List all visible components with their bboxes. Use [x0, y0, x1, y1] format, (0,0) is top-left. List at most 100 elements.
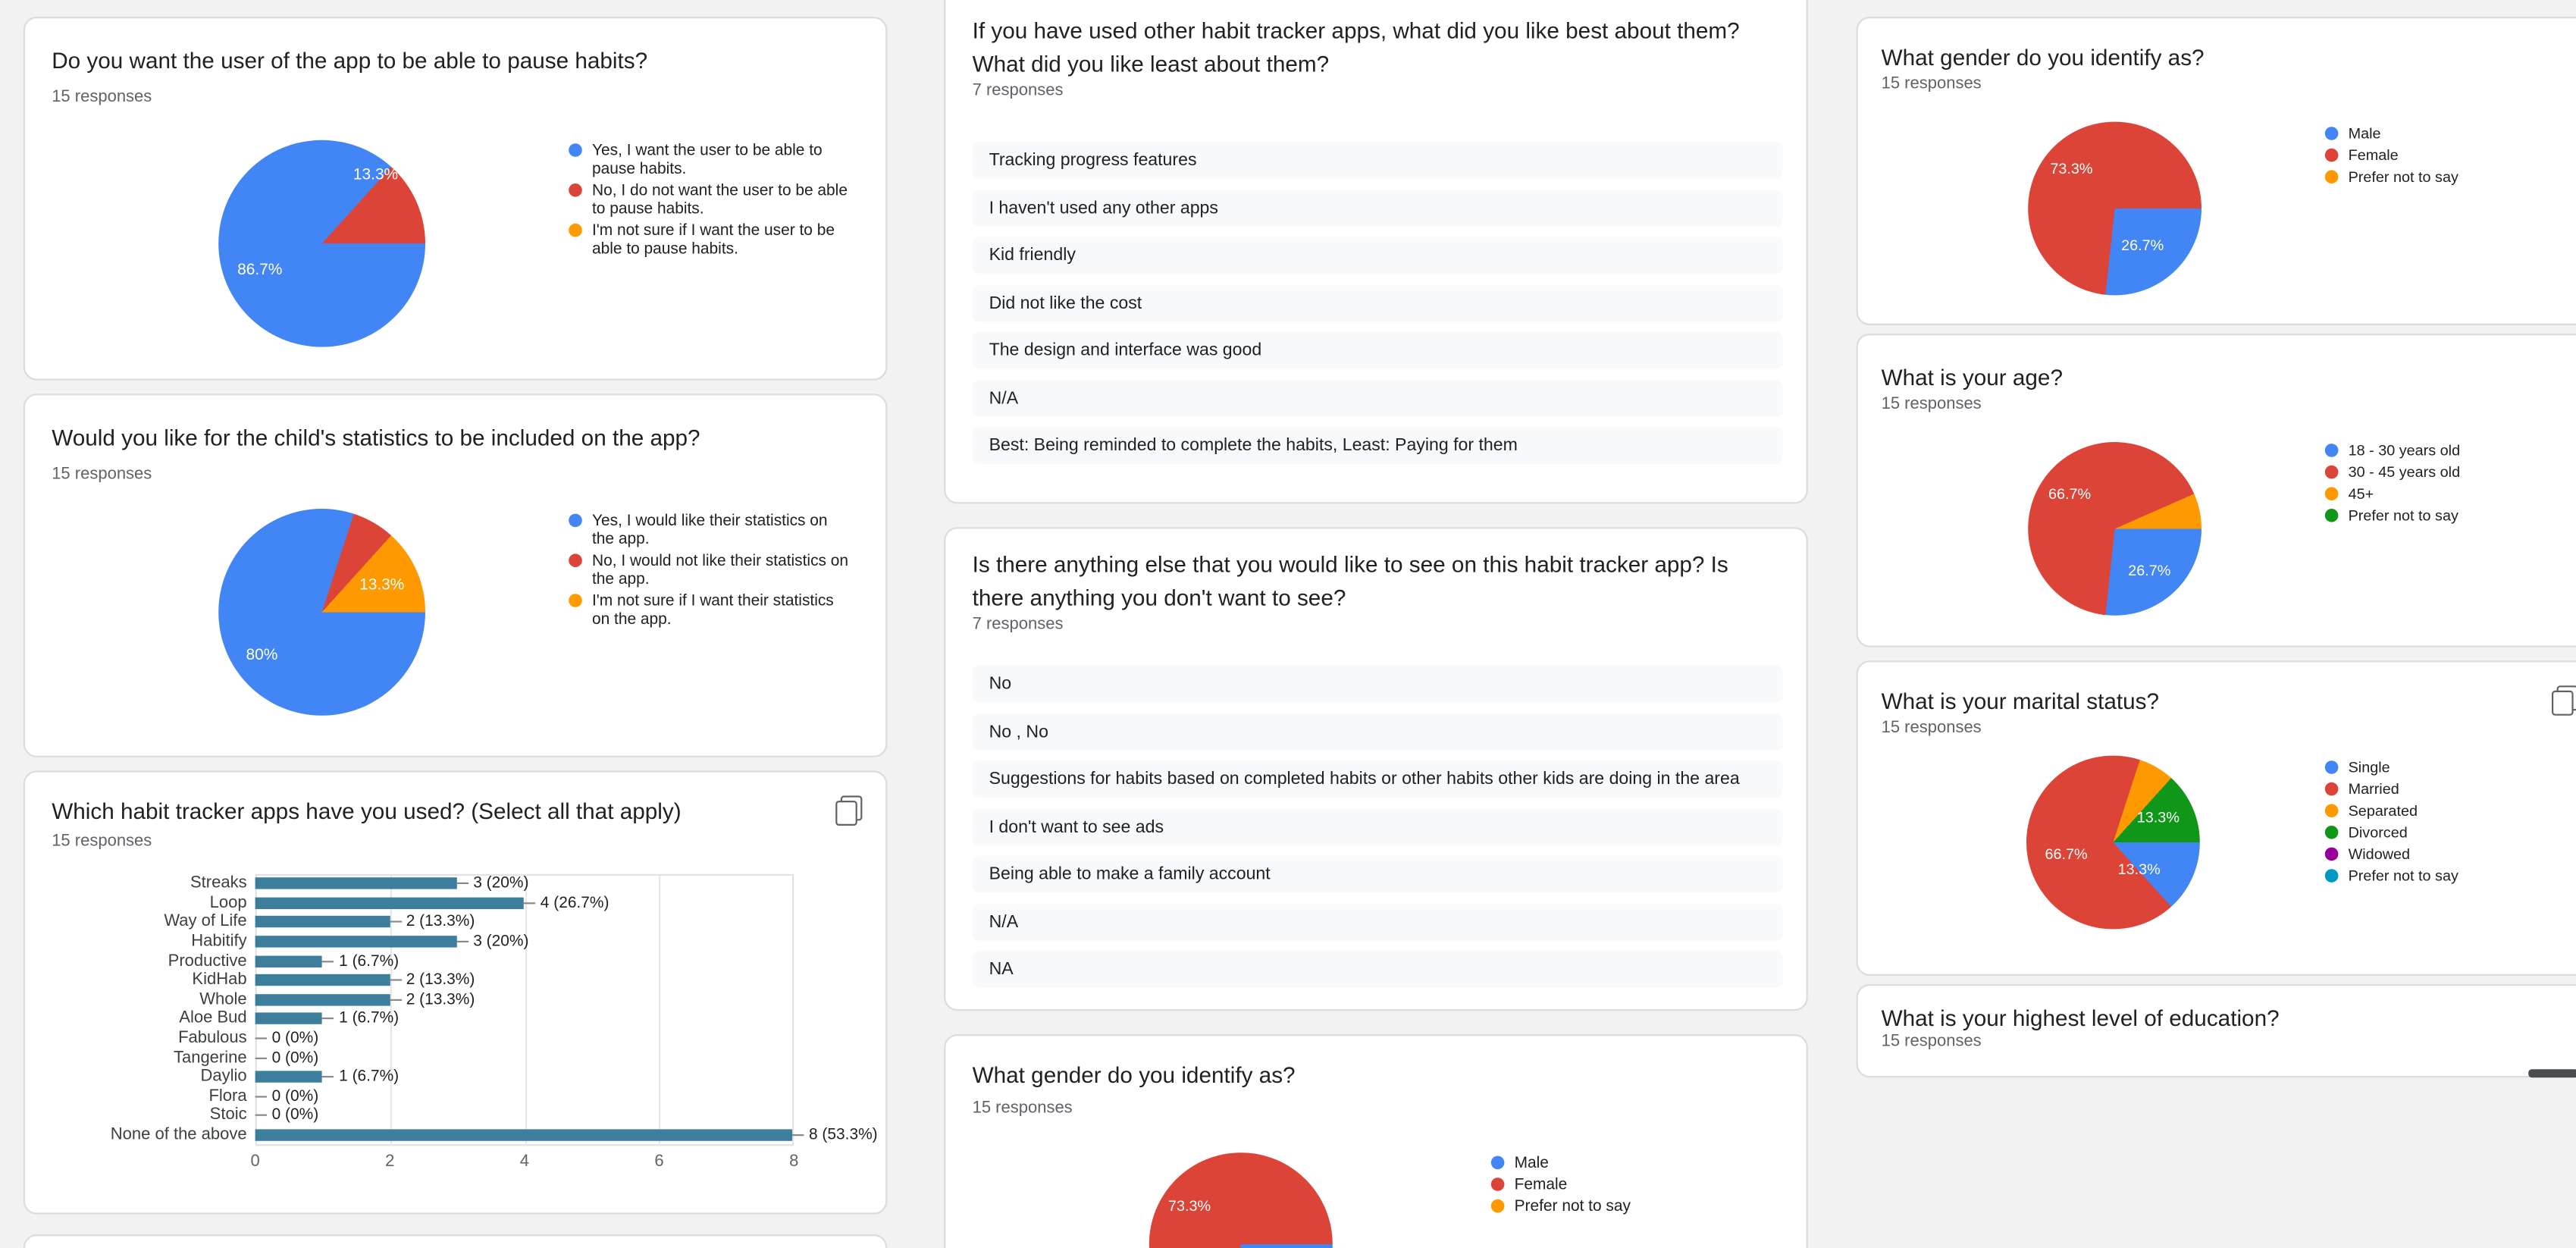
legend-color-dot: [569, 223, 582, 237]
copy-chart-icon[interactable]: [835, 795, 863, 826]
bar: [255, 1013, 323, 1025]
text-response: Best: Being reminded to complete the hab…: [972, 427, 1783, 464]
legend-item: Yes, I want the user to be able to pause…: [569, 142, 852, 178]
response-count: 15 responses: [1881, 75, 1982, 94]
copy-chart-icon[interactable]: [2552, 685, 2576, 716]
legend-label: Male: [2348, 125, 2381, 142]
bar: [255, 1071, 323, 1083]
response-count: 15 responses: [1881, 1032, 1982, 1051]
bar-value-label: 2 (13.3%): [406, 970, 475, 990]
bar-row: KidHab 2 (13.3%): [32, 970, 792, 990]
bar-category-label: Aloe Bud: [179, 1009, 247, 1029]
chart-legend: Yes, I would like their statistics on th…: [569, 512, 852, 632]
bar-value-label: 2 (13.3%): [406, 990, 475, 1009]
response-count: 15 responses: [972, 1099, 1073, 1118]
bar-track: 4 (26.7%): [255, 893, 792, 913]
gridline: [390, 876, 393, 1145]
bar-value-label: 0 (0%): [271, 1049, 319, 1068]
chart-legend: Male Female Prefer not to say: [2324, 125, 2559, 190]
pie-slice-label: 13.3%: [2136, 809, 2180, 826]
legend-label: Female: [2348, 146, 2399, 164]
legend-color-dot: [2324, 760, 2339, 774]
question-card-education: What is your highest level of education?…: [1856, 984, 2576, 1078]
gridline: [658, 876, 660, 1145]
legend-color-dot: [1490, 1177, 1505, 1191]
pie-slice-label: 86.7%: [237, 261, 283, 280]
bar-track: 0 (0%): [255, 1106, 792, 1126]
bar: [255, 955, 323, 967]
question-title: What gender do you identify as?: [1881, 45, 2205, 71]
bar-row: Flora 0 (0%): [32, 1087, 792, 1106]
bar-leader-line: [255, 1096, 267, 1098]
bar-row: None of the above 8 (53.3%): [32, 1125, 878, 1145]
question-card-anything-else: Is there anything else that you would li…: [944, 527, 1808, 1011]
chart-legend: Yes, I want the user to be able to pause…: [569, 142, 852, 262]
legend-item: 18 - 30 years old: [2324, 442, 2575, 460]
legend-label: Prefer not to say: [2348, 867, 2458, 884]
text-response: Kid friendly: [972, 237, 1783, 274]
scrollbar-thumb[interactable]: [2528, 1069, 2576, 1078]
question-title: Would you like for the child's statistic…: [52, 425, 700, 450]
question-card-age: What is your age? 15 responses 66.7% 26.…: [1856, 334, 2576, 648]
legend-item: Yes, I would like their statistics on th…: [569, 512, 852, 549]
bar-leader-line: [322, 960, 334, 962]
bar-row: Fabulous 0 (0%): [32, 1029, 792, 1049]
response-count: 7 responses: [972, 615, 1064, 634]
legend-color-dot: [2324, 127, 2339, 140]
pie-chart: 66.7% 26.7%: [2028, 442, 2202, 616]
bar: [255, 993, 390, 1006]
pie-chart: 86.7% 13.3%: [218, 140, 425, 347]
text-response: I don't want to see ads: [972, 807, 1783, 845]
bar-leader-line: [322, 1076, 334, 1078]
text-response: N/A: [972, 903, 1783, 940]
bar-value-label: 1 (6.7%): [339, 952, 400, 970]
pie-slice-label: 66.7%: [2045, 845, 2088, 863]
bar: [255, 897, 524, 909]
legend-label: Prefer not to say: [2348, 168, 2458, 186]
legend-label: Single: [2348, 759, 2390, 776]
question-card-apps-used: Which habit tracker apps have you used? …: [23, 770, 888, 1215]
bar-category-label: Whole: [199, 990, 247, 1009]
bar-row: Stoic 0 (0%): [32, 1106, 792, 1126]
question-title: Is there anything else that you would li…: [972, 552, 1728, 610]
pie-slice-label: 13.3%: [359, 575, 405, 595]
bar-track: 0 (0%): [255, 1048, 792, 1068]
bar: [255, 974, 390, 986]
pie-chart: 66.7% 13.3% 13.3%: [2026, 755, 2200, 930]
legend-item: Female: [1490, 1176, 1741, 1194]
bar-track: 3 (20%): [255, 874, 792, 894]
bar-row: Aloe Bud 1 (6.7%): [32, 1009, 792, 1029]
bar-category-label: Tangerine: [173, 1049, 247, 1068]
bar-category-label: Loop: [209, 893, 247, 913]
legend-color-dot: [1490, 1155, 1505, 1170]
legend-label: 30 - 45 years old: [2348, 463, 2461, 481]
bar-category-label: Flora: [208, 1087, 247, 1106]
legend-item: 30 - 45 years old: [2324, 463, 2575, 482]
legend-item: Single: [2324, 759, 2575, 777]
bar-leader-line: [456, 883, 469, 885]
bar-category-label: Way of Life: [164, 913, 247, 932]
legend-item: Prefer not to say: [1490, 1198, 1741, 1216]
legend-color-dot: [2324, 509, 2339, 522]
bar-category-label: Habitify: [191, 932, 247, 952]
legend-color-dot: [2324, 170, 2339, 183]
text-response: Tracking progress features: [972, 142, 1783, 179]
bar-row: Productive 1 (6.7%): [32, 952, 792, 971]
response-count: 15 responses: [1881, 395, 1982, 414]
bar-row: Daylio 1 (6.7%): [32, 1068, 792, 1087]
legend-color-dot: [2324, 804, 2339, 817]
bar-row: Whole 2 (13.3%): [32, 990, 792, 1010]
text-responses-list: No No , No Suggestions for habits based …: [972, 665, 1783, 999]
legend-color-dot: [1490, 1199, 1505, 1213]
bar-track: 1 (6.7%): [255, 1009, 792, 1029]
legend-item: Separated: [2324, 802, 2575, 820]
x-axis-tick: 8: [789, 1152, 799, 1171]
legend-color-dot: [2324, 847, 2339, 861]
bar-leader-line: [255, 1057, 267, 1059]
legend-label: I'm not sure if I want their statistics …: [592, 592, 834, 629]
question-title: What is your age?: [1881, 365, 2063, 390]
bar-leader-line: [389, 921, 402, 923]
legend-label: Married: [2348, 780, 2399, 798]
legend-label: I'm not sure if I want the user to be ab…: [592, 221, 835, 259]
